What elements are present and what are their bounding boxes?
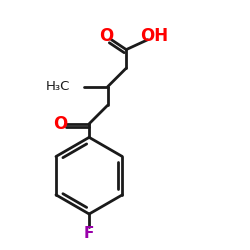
Text: H₃C: H₃C [46,80,70,93]
Text: O: O [54,115,68,133]
Text: O: O [99,27,114,45]
Text: F: F [84,226,94,241]
Text: OH: OH [140,27,169,45]
